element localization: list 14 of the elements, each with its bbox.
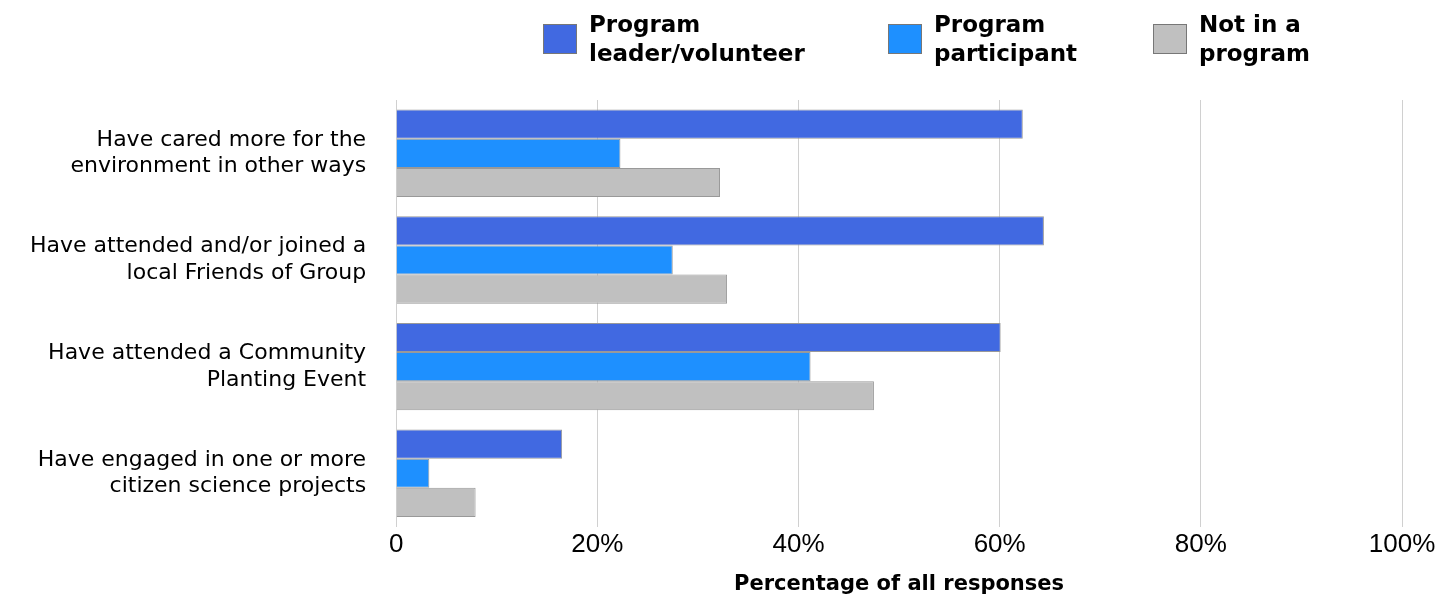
y-tick-label: Have cared more for the environment in other ways [70,125,367,178]
y-tick-label: Have attended a Community Planting Event [48,339,367,391]
x-tick-label: 0 [388,528,404,559]
legend-label: Program leader/volunteer [589,10,806,68]
x-tick-label: 100% [1368,528,1436,559]
x-axis-title: Percentage of all responses [734,570,1065,595]
y-tick-label: Have attended and/or joined a local Friends of Group [29,232,367,284]
x-tick-label: 80% [1174,528,1227,559]
x-tick-label: 20% [571,528,624,559]
x-tick-label: 60% [973,528,1026,559]
x-tick-label: 40% [772,528,825,559]
y-tick-label: Have engaged in one or more citizen science projects [37,445,367,498]
legend-label: Program participant [934,10,1079,68]
legend-label: Not in a program [1199,10,1311,68]
